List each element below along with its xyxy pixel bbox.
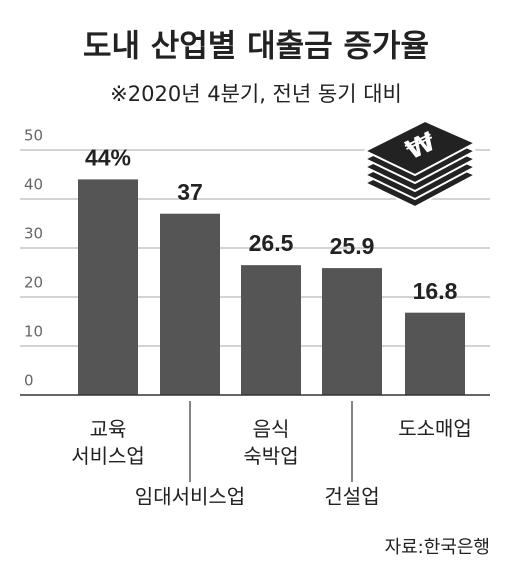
- bar: [405, 312, 465, 395]
- bar: [160, 213, 220, 395]
- y-tick-label: 20: [24, 274, 43, 292]
- y-tick-label: 50: [24, 127, 43, 145]
- x-tick-label: 음식 숙박업: [243, 417, 298, 468]
- chart-subtitle: ※2020년 4분기, 전년 동기 대비: [110, 82, 402, 106]
- x-tick-label: 건설업: [324, 485, 379, 509]
- source: 자료:한국은행: [385, 537, 490, 558]
- value-label: 44%: [85, 144, 131, 170]
- bar: [78, 179, 138, 395]
- bar: [241, 265, 301, 395]
- value-label: 26.5: [249, 230, 294, 256]
- value-label: 16.8: [413, 278, 458, 304]
- x-tick-label: 임대서비스업: [135, 485, 245, 509]
- x-tick-label: 교육 서비스업: [71, 417, 145, 468]
- y-tick-label: 40: [24, 176, 43, 194]
- y-tick-label: 10: [24, 323, 43, 341]
- value-label: 37: [177, 179, 203, 205]
- value-label: 25.9: [330, 233, 375, 259]
- y-tick-label: 0: [24, 372, 34, 390]
- y-tick-label: 30: [24, 225, 43, 243]
- chart-title: 도내 산업별 대출금 증가율: [83, 29, 429, 65]
- x-tick-label: 도소매업: [398, 417, 472, 441]
- bar: [322, 268, 382, 395]
- money-icon: ₩: [362, 119, 478, 209]
